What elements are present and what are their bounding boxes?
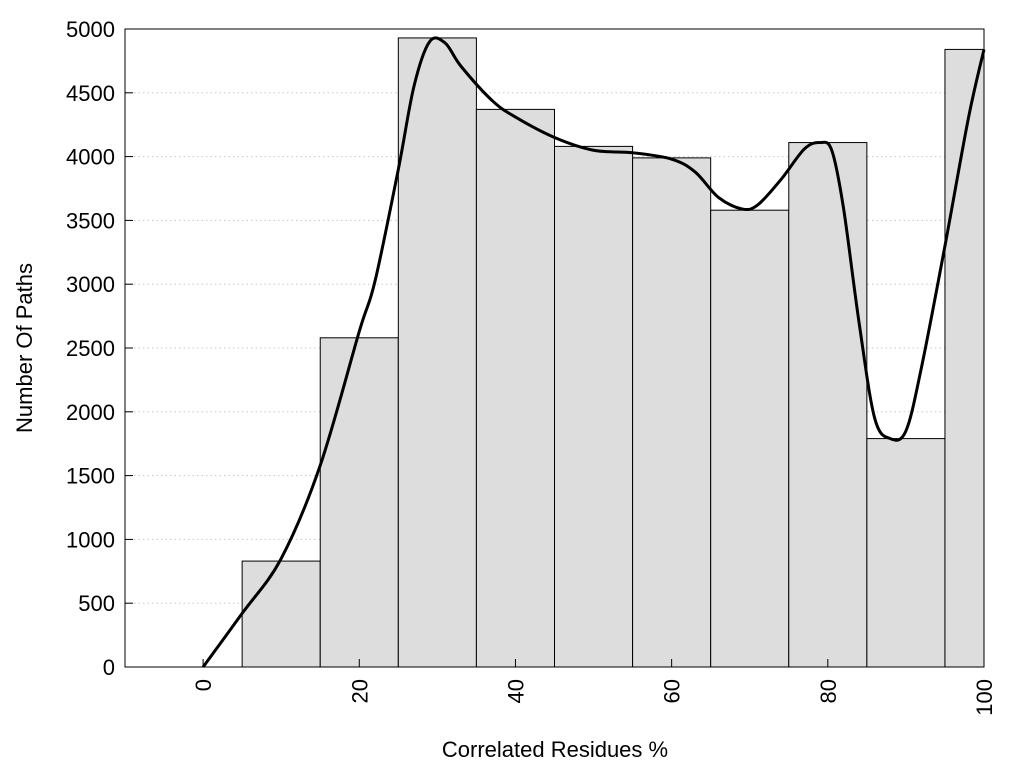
x-axis-label: Correlated Residues %: [442, 737, 668, 762]
histogram-bar: [241, 560, 321, 668]
histogram-bar: [944, 48, 985, 668]
y-tick-label: 0: [103, 655, 115, 680]
histogram-bar: [397, 37, 477, 668]
histogram-bar: [554, 145, 634, 668]
y-tick-label: 4000: [66, 145, 115, 170]
y-tick-label: 2000: [66, 400, 115, 425]
y-tick-label: 4500: [66, 81, 115, 106]
x-tick-label: 100: [972, 679, 997, 716]
y-tick-label: 1000: [66, 527, 115, 552]
histogram-bar: [319, 337, 399, 668]
x-tick-label: 60: [660, 679, 685, 703]
density-curve-group: [201, 36, 986, 668]
histogram-bar: [710, 209, 790, 668]
histogram-bar: [475, 108, 555, 668]
x-tick-label: 80: [816, 679, 841, 703]
y-tick-label: 1500: [66, 464, 115, 489]
x-tick-label: 20: [347, 679, 372, 703]
y-tick-label: 3500: [66, 208, 115, 233]
y-tick-label: 500: [78, 591, 115, 616]
histogram-bar: [866, 438, 946, 668]
x-tick-label: 0: [191, 679, 216, 691]
y-tick-label: 3000: [66, 272, 115, 297]
y-axis-label: Number Of Paths: [12, 263, 37, 433]
y-axis-ticks: 0 500 1000 1500 2000 2500 3000 3500 4000 4500 5000: [66, 17, 133, 680]
x-tick-label: 40: [503, 679, 528, 703]
histogram-bar: [788, 142, 868, 668]
x-axis-ticks: 0 20 40 60 80 100: [191, 659, 997, 716]
histogram-bar: [632, 157, 712, 668]
bars: [241, 37, 985, 668]
y-tick-label: 2500: [66, 336, 115, 361]
y-tick-label: 5000: [66, 17, 115, 42]
density-curve: [201, 36, 986, 668]
